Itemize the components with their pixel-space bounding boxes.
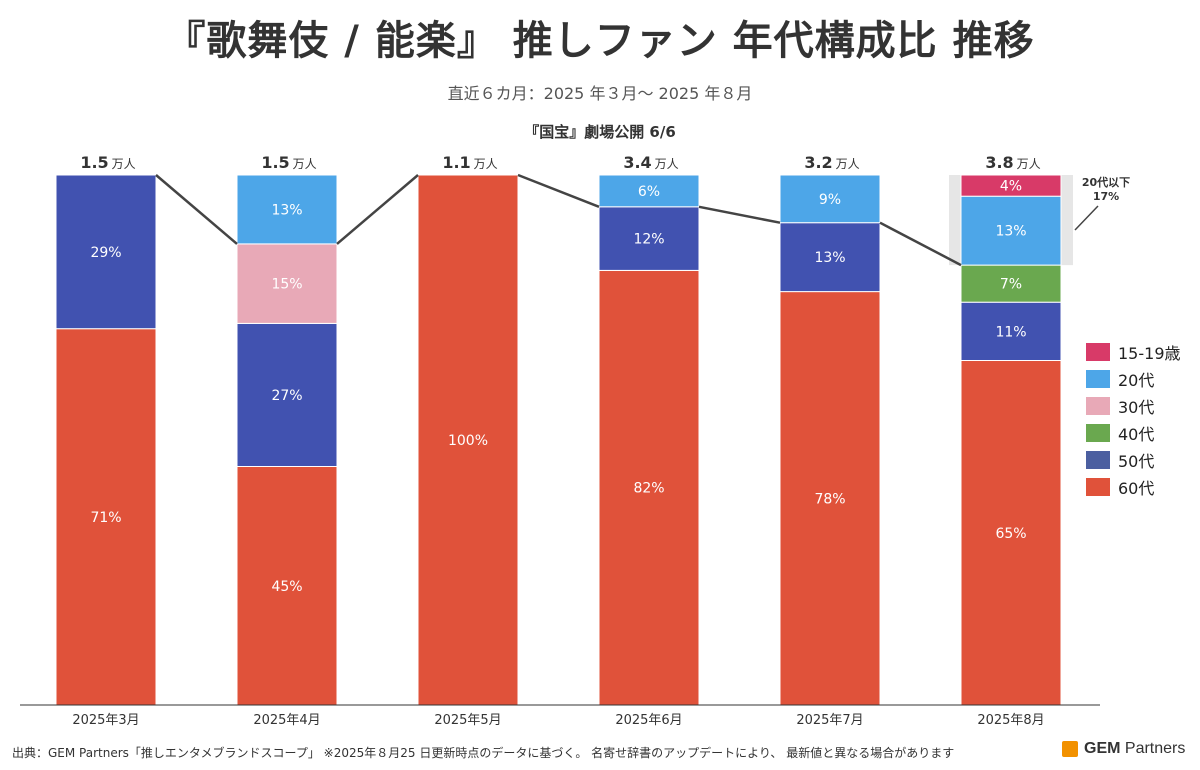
chart-title: 『歌舞伎 / 能楽』 推しファン 年代構成比 推移 [165,18,1035,64]
data-label: 6% [638,184,660,200]
bar-segment [598,206,700,271]
legend-item: 20代 [1086,367,1181,390]
total-unit: 万人 [655,157,679,171]
data-label: 71% [90,510,121,526]
legend-item: 30代 [1086,394,1181,417]
connector-line [517,173,600,208]
legend-label: 15-19歳 [1118,343,1181,363]
bar-segment [417,174,519,706]
data-label: 82% [633,481,664,497]
x-tick-label: 2025年7月 [796,713,863,728]
total-value: 1.5 [80,153,108,172]
data-label: 78% [814,491,845,507]
legend-swatch [1086,423,1110,442]
total-label: 1.5 万人 [261,153,316,172]
bar-segment [960,301,1062,362]
x-tick-label: 2025年8月 [977,713,1044,728]
legend-swatch [1086,477,1110,496]
callout-title: 20代以下 [1082,175,1130,189]
bar-segment [779,174,881,224]
data-label: 7% [1000,277,1022,293]
legend-label: 30代 [1118,397,1155,417]
bar-segment [960,264,1062,303]
bar-segment [55,174,157,330]
bar-segment [598,174,700,208]
data-label: 9% [819,192,841,208]
legend-label: 20代 [1118,370,1155,390]
connector-line [155,174,238,245]
total-label: 1.5 万人 [80,153,135,172]
bar-segment [598,269,700,706]
total-value: 3.2 [804,153,832,172]
total-value: 1.5 [261,153,289,172]
data-label: 15% [271,277,302,293]
data-label: 13% [814,250,845,266]
logo-brand: GEM [1084,740,1121,757]
connector-line [879,221,962,267]
total-unit: 万人 [1017,157,1041,171]
bar-segment [55,328,157,706]
data-label: 13% [995,224,1026,240]
data-label: 65% [995,526,1026,542]
callout-leader-line [1074,205,1099,231]
x-tick-label: 2025年5月 [434,713,501,728]
connector-line [698,205,781,224]
source-note: 出典：GEM Partners「推しエンタメブランドスコープ」 ※2025年８月… [12,746,955,760]
x-tick-label: 2025年6月 [615,713,682,728]
data-label: 100% [448,433,488,449]
bar-segment [960,360,1062,706]
data-label: 11% [995,324,1026,340]
callout-value: 17% [1093,190,1119,203]
bar-segment [960,174,1062,197]
bar-segment [779,291,881,706]
bar-segment [236,174,338,245]
release-annotation: 『国宝』劇場公開 6/6 [524,123,676,141]
legend-item: 60代 [1086,475,1181,498]
legend-swatch [1086,342,1110,361]
total-unit: 万人 [112,157,136,171]
legend-swatch [1086,396,1110,415]
total-value: 3.8 [985,153,1013,172]
data-label: 12% [633,232,664,248]
legend-label: 40代 [1118,424,1155,444]
legend-item: 40代 [1086,421,1181,444]
chart-subtitle: 直近６カ月：2025 年３月～ 2025 年８月 [447,84,753,103]
total-unit: 万人 [474,157,498,171]
data-label: 27% [271,388,302,404]
logo-mark-icon [1062,741,1078,757]
total-value: 1.1 [442,153,470,172]
gem-partners-logo: GEM Partners [1062,740,1185,758]
logo-suffix: Partners [1120,740,1186,757]
legend-label: 60代 [1118,478,1155,498]
data-label: 29% [90,245,121,261]
chart-legend: 15-19歳 20代 30代 40代 50代 60代 [1086,340,1181,502]
data-label: 45% [271,579,302,595]
total-value: 3.4 [623,153,651,172]
total-label: 3.4 万人 [623,153,678,172]
x-tick-label: 2025年3月 [72,713,139,728]
legend-swatch [1086,450,1110,469]
bar-segment [779,222,881,293]
legend-item: 15-19歳 [1086,340,1181,363]
total-label: 3.2 万人 [804,153,859,172]
total-label: 1.1 万人 [442,153,497,172]
total-unit: 万人 [293,157,317,171]
data-label: 4% [1000,179,1022,195]
legend-item: 50代 [1086,448,1181,471]
legend-label: 50代 [1118,451,1155,471]
bar-segment [960,195,1062,266]
data-label: 13% [271,202,302,218]
connector-line [336,174,419,245]
legend-swatch [1086,369,1110,388]
total-unit: 万人 [836,157,860,171]
total-label: 3.8 万人 [985,153,1040,172]
x-tick-label: 2025年4月 [253,713,320,728]
